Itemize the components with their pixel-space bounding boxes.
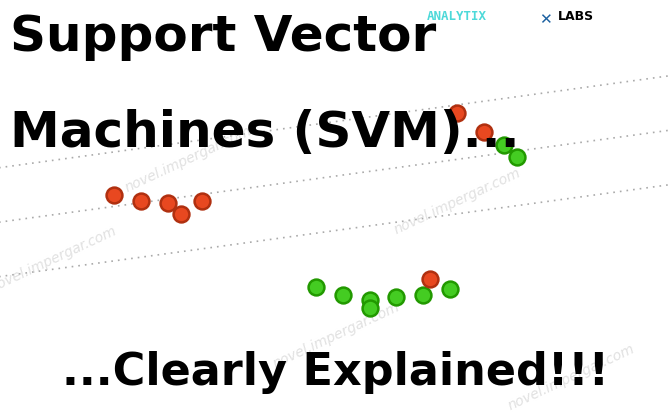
- Text: novel.impergar.com: novel.impergar.com: [270, 300, 402, 371]
- Text: Support Vector: Support Vector: [10, 13, 436, 61]
- Text: novel.impergar.com: novel.impergar.com: [505, 341, 637, 413]
- Point: [425, 275, 435, 282]
- Text: Machines (SVM)...: Machines (SVM)...: [10, 109, 519, 157]
- Point: [391, 294, 402, 301]
- Point: [176, 210, 187, 217]
- Text: ✕: ✕: [539, 12, 552, 27]
- Point: [196, 198, 207, 204]
- Point: [163, 200, 173, 207]
- Text: LABS: LABS: [558, 10, 594, 23]
- Point: [418, 292, 429, 299]
- Point: [445, 286, 456, 292]
- Text: ANALYTIX: ANALYTIX: [427, 10, 487, 23]
- Point: [452, 110, 462, 116]
- Point: [478, 129, 489, 135]
- Point: [337, 292, 348, 299]
- Point: [499, 141, 509, 148]
- Point: [136, 198, 146, 204]
- Text: ...Clearly Explained!!!: ...Clearly Explained!!!: [62, 351, 610, 394]
- Point: [512, 154, 523, 160]
- Point: [364, 305, 375, 311]
- Text: novel.impergar.com: novel.impergar.com: [122, 124, 254, 195]
- Point: [364, 296, 375, 303]
- Point: [310, 284, 321, 290]
- Text: novel.impergar.com: novel.impergar.com: [391, 166, 523, 237]
- Text: novel.impergar.com: novel.impergar.com: [0, 224, 120, 295]
- Point: [109, 191, 120, 198]
